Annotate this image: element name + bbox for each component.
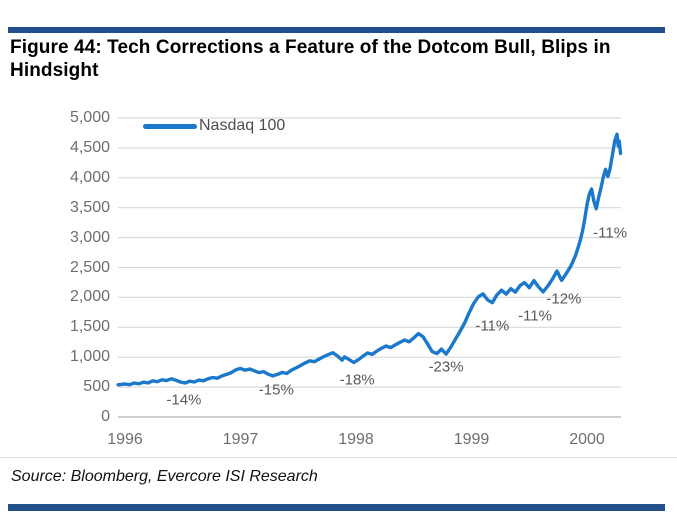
y-axis-label: 1,000 bbox=[69, 348, 110, 366]
correction-annotation: -23% bbox=[428, 358, 464, 376]
y-axis-label: 5,000 bbox=[69, 109, 110, 126]
correction-annotation: -18% bbox=[339, 371, 375, 389]
legend-series-label: Nasdaq 100 bbox=[199, 117, 286, 134]
correction-annotation: -11% bbox=[593, 224, 628, 242]
nasdaq-100-line bbox=[116, 132, 623, 387]
y-axis-label: 2,000 bbox=[69, 288, 110, 306]
y-axis-label: 3,500 bbox=[69, 198, 110, 216]
correction-annotation: -12% bbox=[546, 290, 582, 308]
footer-separator-line bbox=[0, 457, 677, 458]
y-axis-label: 4,000 bbox=[69, 168, 110, 186]
x-axis-label: 1999 bbox=[453, 431, 490, 448]
legend: Nasdaq 100 bbox=[143, 117, 285, 135]
y-axis-label: 0 bbox=[101, 408, 110, 425]
source-note: Source: Bloomberg, Evercore ISI Research bbox=[11, 468, 318, 485]
y-axis-label: 4,500 bbox=[69, 138, 110, 156]
y-axis-label: 500 bbox=[83, 378, 110, 396]
bottom-rule-bar bbox=[8, 504, 665, 511]
x-axis-label: 1996 bbox=[107, 431, 143, 448]
x-axis-label: 2000 bbox=[569, 431, 605, 448]
correction-annotation: -14% bbox=[166, 391, 202, 409]
correction-annotation: -11% bbox=[475, 317, 510, 335]
x-axis-label: 1998 bbox=[338, 431, 374, 448]
correction-annotation: -15% bbox=[258, 381, 294, 399]
y-axis-label: 3,000 bbox=[69, 228, 110, 246]
x-axis-label: 1997 bbox=[222, 431, 259, 448]
y-axis-label: 1,500 bbox=[69, 318, 110, 336]
correction-annotation: -11% bbox=[518, 307, 552, 325]
top-rule-bar bbox=[8, 27, 665, 33]
figure-title: Figure 44: Tech Corrections a Feature of… bbox=[10, 37, 611, 81]
y-axis-label: 2,500 bbox=[69, 258, 110, 276]
legend-line-swatch bbox=[143, 123, 197, 129]
